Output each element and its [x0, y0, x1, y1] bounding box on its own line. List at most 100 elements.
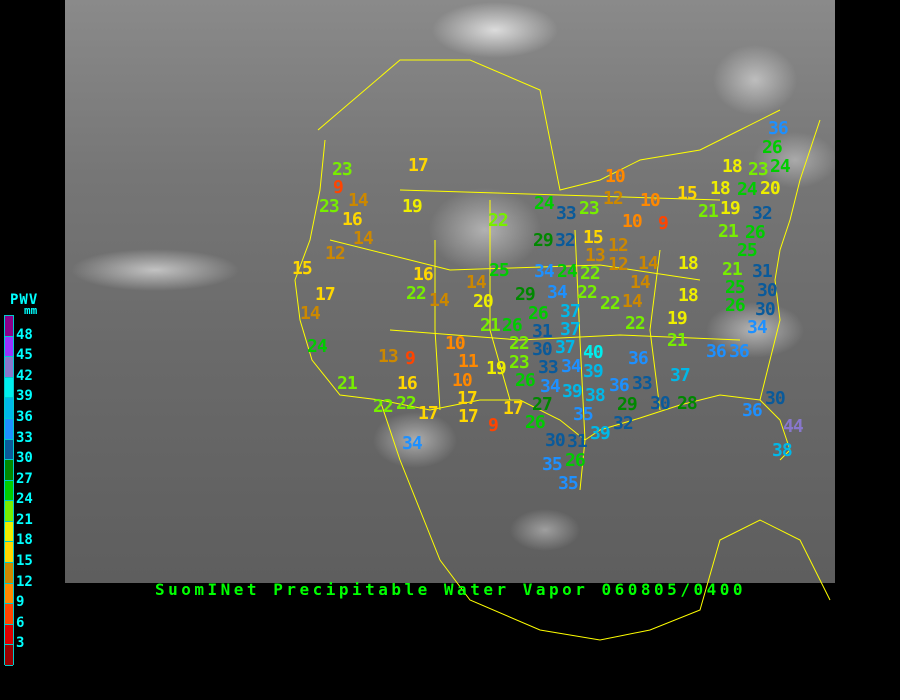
station-pwv-value: 39 [590, 423, 611, 444]
station-pwv-value: 10 [452, 370, 473, 391]
station-pwv-value: 18 [722, 156, 743, 177]
station-pwv-value: 30 [545, 430, 566, 451]
legend-label: 27 [16, 470, 33, 487]
station-pwv-value: 15 [677, 183, 698, 204]
station-pwv-value: 10 [605, 166, 626, 187]
station-pwv-value: 31 [752, 261, 773, 282]
station-pwv-value: 30 [757, 280, 778, 301]
legend-band [5, 542, 13, 564]
station-pwv-value: 32 [752, 203, 773, 224]
legend-band [5, 418, 13, 440]
legend-label: 6 [16, 614, 25, 631]
station-pwv-value: 19 [720, 198, 741, 219]
legend-band [5, 624, 13, 646]
legend-label: 30 [16, 450, 33, 467]
station-pwv-value: 30 [765, 388, 786, 409]
station-pwv-value: 22 [373, 396, 394, 417]
station-pwv-value: 37 [670, 365, 691, 386]
station-pwv-value: 16 [397, 373, 418, 394]
station-pwv-value: 11 [458, 351, 479, 372]
station-pwv-value: 9 [405, 348, 416, 369]
us-canada-border [317, 59, 781, 191]
satellite-image [65, 0, 835, 583]
station-pwv-value: 12 [325, 243, 346, 264]
legend-band [5, 357, 13, 378]
station-pwv-value: 34 [547, 282, 568, 303]
station-pwv-value: 14 [348, 190, 369, 211]
legend-band [5, 377, 13, 399]
station-pwv-value: 44 [783, 416, 804, 437]
station-pwv-value: 9 [658, 213, 669, 234]
station-pwv-value: 21 [337, 373, 358, 394]
station-pwv-value: 40 [583, 342, 604, 363]
station-pwv-value: 33 [538, 357, 559, 378]
station-pwv-value: 24 [307, 336, 328, 357]
station-pwv-value: 37 [555, 337, 576, 358]
station-pwv-value: 23 [579, 198, 600, 219]
station-pwv-value: 20 [760, 178, 781, 199]
legend-band [5, 316, 13, 337]
state-border [649, 249, 661, 411]
state-border [399, 189, 721, 201]
mexico-coast [379, 399, 831, 641]
station-pwv-value: 19 [402, 196, 423, 217]
legend-label: 21 [16, 511, 33, 528]
station-pwv-value: 14 [429, 290, 450, 311]
station-pwv-value: 21 [722, 259, 743, 280]
station-pwv-value: 24 [770, 156, 791, 177]
station-pwv-value: 18 [678, 253, 699, 274]
legend-band [5, 336, 13, 358]
station-pwv-value: 36 [742, 400, 763, 421]
station-pwv-value: 22 [577, 282, 598, 303]
legend-band [5, 563, 13, 584]
station-pwv-value: 30 [650, 393, 671, 414]
station-pwv-value: 10 [622, 211, 643, 232]
legend-label: 15 [16, 553, 33, 570]
station-pwv-value: 9 [333, 177, 344, 198]
gulf-coast [584, 394, 791, 461]
station-pwv-value: 21 [698, 201, 719, 222]
station-pwv-value: 19 [486, 358, 507, 379]
station-pwv-value: 14 [353, 228, 374, 249]
station-pwv-value: 17 [503, 398, 524, 419]
station-pwv-value: 31 [532, 321, 553, 342]
station-pwv-value: 12 [608, 235, 629, 256]
station-pwv-value: 22 [509, 333, 530, 354]
legend-band [5, 460, 13, 481]
station-pwv-value: 23 [748, 159, 769, 180]
station-pwv-value: 16 [342, 209, 363, 230]
station-pwv-value: 20 [473, 291, 494, 312]
station-pwv-value: 37 [560, 319, 581, 340]
station-pwv-value: 30 [755, 299, 776, 320]
legend-label: 36 [16, 408, 33, 425]
station-pwv-value: 24 [737, 179, 758, 200]
station-pwv-value: 29 [617, 394, 638, 415]
station-pwv-value: 10 [445, 333, 466, 354]
legend-unit: mm [24, 304, 38, 317]
station-pwv-value: 14 [638, 253, 659, 274]
station-pwv-value: 22 [625, 313, 646, 334]
station-pwv-value: 26 [528, 303, 549, 324]
station-pwv-value: 26 [515, 370, 536, 391]
station-pwv-value: 36 [768, 118, 789, 139]
station-pwv-value: 32 [555, 230, 576, 251]
station-pwv-value: 38 [772, 440, 793, 461]
color-legend [4, 315, 14, 666]
station-pwv-value: 34 [402, 433, 423, 454]
station-pwv-value: 18 [678, 285, 699, 306]
station-pwv-value: 33 [556, 203, 577, 224]
station-pwv-value: 16 [413, 264, 434, 285]
station-pwv-value: 30 [532, 339, 553, 360]
station-pwv-value: 34 [534, 261, 555, 282]
station-pwv-value: 17 [408, 155, 429, 176]
station-pwv-value: 23 [332, 159, 353, 180]
station-pwv-value: 35 [558, 473, 579, 494]
station-pwv-value: 35 [542, 454, 563, 475]
station-pwv-value: 37 [560, 301, 581, 322]
station-pwv-value: 12 [608, 254, 629, 275]
station-pwv-value: 39 [562, 381, 583, 402]
state-border [489, 200, 511, 401]
station-pwv-value: 36 [628, 348, 649, 369]
station-pwv-value: 23 [509, 352, 530, 373]
station-pwv-value: 17 [418, 403, 439, 424]
